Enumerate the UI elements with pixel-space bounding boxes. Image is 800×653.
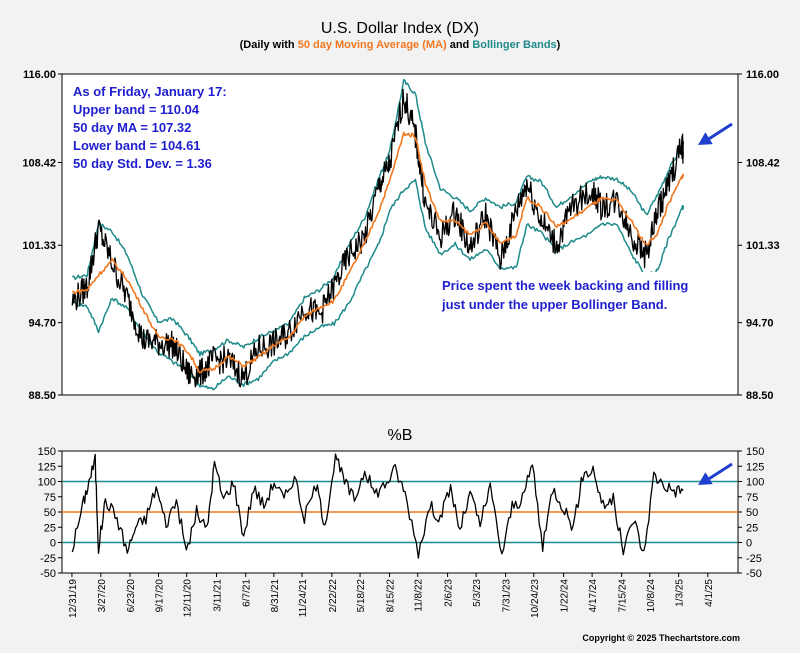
pb-tick-label-right: 125 [746,461,764,473]
pb-tick-label-right: -50 [746,568,762,580]
x-axis-ticks: 12/31/19 3/27/20 6/23/20 9/17/20 12/11/20 3/1… [68,573,715,618]
y-tick-label-left: 116.00 [23,69,56,81]
annotation-lines: Price spent the week backing and filling… [441,278,688,312]
x-tick-label: 10/8/24 [646,579,657,613]
x-tick-label: 2/22/22 [328,579,339,613]
info-box-line: 50 day MA = 107.32 [73,120,191,135]
x-tick-label: 10/24/23 [530,579,541,618]
x-tick-label: 3/27/20 [97,579,108,613]
x-tick-label: 2/6/23 [444,579,455,607]
pb-tick-label-right: 75 [746,492,758,504]
subtitle-suffix: ) [557,39,561,51]
subtitle-mid: and [447,39,473,51]
x-tick-label: 12/11/20 [183,579,194,618]
y-tick-label-right: 116.00 [746,69,779,81]
y-tick-label-right: 108.42 [746,157,780,169]
info-box-line: Lower band = 104.61 [73,138,201,153]
x-tick-label: 11/8/22 [414,579,425,612]
x-tick-label: 8/15/22 [386,579,397,613]
info-box-line: As of Friday, January 17: [73,84,227,99]
copyright-text: Copyright © 2025 Thechartstore.com [582,633,740,643]
annotation-line: Price spent the week backing and filling [442,278,688,293]
price-arrow-head [698,132,713,145]
pb-tick-label-left: 75 [44,492,56,504]
x-tick-label: 4/1/25 [704,579,715,607]
upper-band-line [72,78,685,357]
pb-tick-label-left: 125 [38,461,56,473]
pb-tick-label-left: -50 [40,568,56,580]
annotation-box [436,272,702,316]
x-tick-label: 7/31/23 [502,579,513,613]
x-tick-label: 6/23/20 [126,579,137,613]
price-axis-ticks: 116.00 116.00 108.42 108.42 101.33 101.33 94.7… [22,69,779,402]
subtitle-prefix: (Daily with [240,39,298,51]
pb-tick-label-left: 25 [44,522,56,534]
y-tick-label-right: 101.33 [746,240,780,252]
price-line [71,88,684,388]
x-tick-label: 4/17/24 [588,579,599,613]
percent-b-title: %B [388,427,413,444]
y-tick-label-right: 94.70 [746,318,774,330]
chart-title: U.S. Dollar Index (DX) [321,20,479,37]
x-tick-label: 9/17/20 [154,579,165,613]
pb-tick-label-right: 0 [746,538,752,550]
x-tick-label: 8/31/21 [270,579,281,613]
pb-tick-label-left: -25 [40,553,56,565]
x-tick-label: 5/18/22 [356,579,367,613]
x-tick-label: 1/3/25 [675,579,686,607]
x-tick-label: 12/31/19 [68,579,79,618]
y-tick-label-left: 94.70 [28,318,56,330]
lower-band-line [71,178,685,391]
percent-b-line [71,453,684,559]
pb-tick-label-left: 50 [44,507,56,519]
y-tick-label-left: 88.50 [28,390,56,402]
percent-b-arrow-head [698,472,713,485]
y-tick-label-right: 88.50 [746,390,774,402]
ma-line [72,131,685,374]
y-tick-label-left: 101.33 [22,240,56,252]
x-tick-label: 3/11/21 [212,579,223,612]
x-tick-label: 1/22/24 [560,579,571,613]
pb-tick-label-left: 150 [38,446,56,458]
pb-tick-label-right: 50 [746,507,758,519]
pb-tick-label-right: 150 [746,446,764,458]
subtitle-bb-text: Bollinger Bands [472,39,556,51]
x-tick-label: 6/7/21 [242,579,253,607]
annotation-line: just under the upper Bollinger Band. [441,297,667,312]
info-box-line: 50 day Std. Dev. = 1.36 [73,156,212,171]
subtitle-ma-text: 50 day Moving Average (MA) [298,39,447,51]
percent-b-series-group [62,453,738,559]
chart-subtitle: (Daily with 50 day Moving Average (MA) a… [240,39,561,51]
arrows-group [698,122,733,485]
percent-b-axis-ticks: 150 150 125 125 100 100 75 75 50 50 25 25 0 0 -25 -25 -5… [38,446,765,580]
x-tick-label: 11/24/21 [298,579,309,618]
info-box-lines: As of Friday, January 17: Upper band = 11… [73,84,227,171]
pb-tick-label-left: 0 [50,538,56,550]
price-series-group [71,78,685,391]
pb-tick-label-right: 100 [746,477,764,489]
info-box-line: Upper band = 110.04 [73,102,200,117]
y-tick-label-left: 108.42 [22,157,56,169]
pb-tick-label-right: 25 [746,522,758,534]
x-tick-label: 5/3/23 [472,579,483,607]
pb-tick-label-left: 100 [38,477,56,489]
x-tick-label: 7/15/24 [618,579,629,613]
pb-tick-label-right: -25 [746,553,762,565]
info-box [66,78,236,170]
